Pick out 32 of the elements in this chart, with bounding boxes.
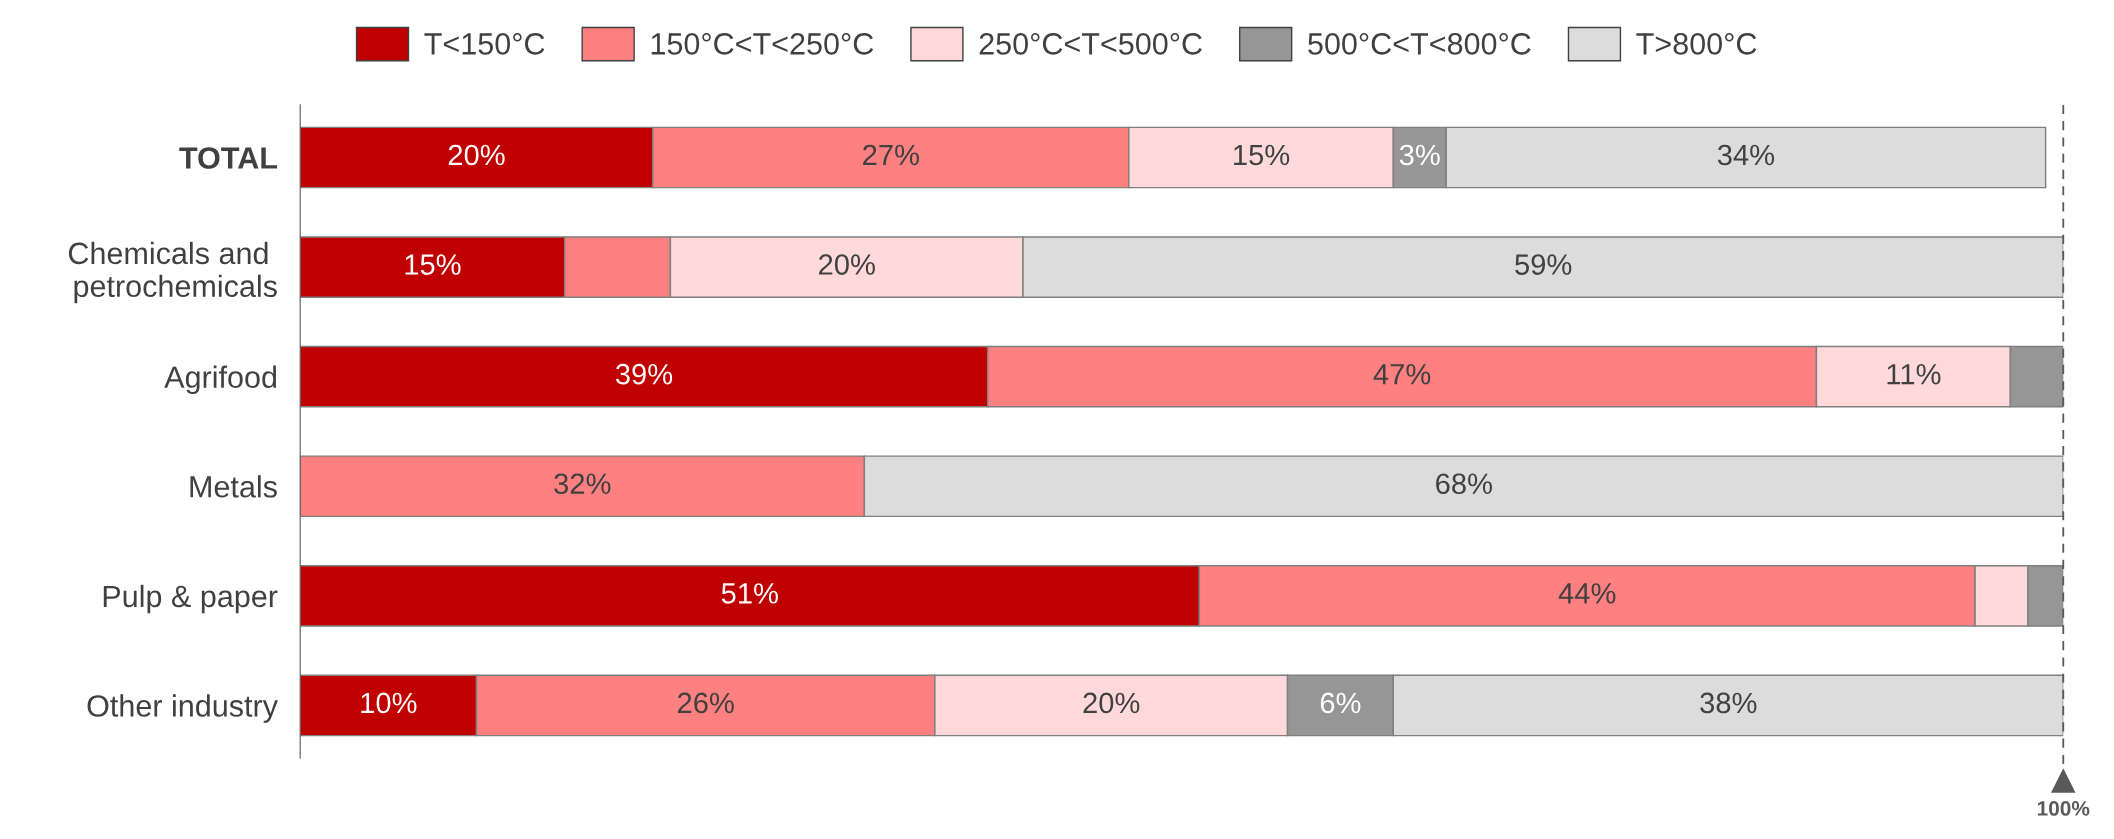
data-label: 32% [554, 473, 611, 495]
data-label: 38% [1700, 692, 1757, 714]
legend-label: 150°C<T<250°C [651, 33, 874, 55]
data-label: 11% [1887, 363, 1941, 385]
legend-label: 500°C<T<800°C [1308, 33, 1531, 55]
data-label: 27% [863, 144, 919, 166]
data-label: 10% [361, 692, 417, 714]
data-label: 3% [1399, 144, 1440, 166]
data-label: 51% [721, 583, 778, 604]
data-label: 34% [1717, 144, 1775, 166]
data-label: 59% [1515, 254, 1572, 275]
legend-label: T<150°C [424, 33, 545, 55]
data-label: 44% [1558, 583, 1616, 604]
data-label: 6% [1320, 692, 1361, 714]
legend-label: T>800°C [1636, 33, 1757, 55]
data-label: 47% [1373, 363, 1431, 385]
data-label: 15% [405, 254, 461, 275]
y-tick-label: Other industry [87, 694, 278, 723]
y-tick-label: Chemicals and petrochemicals [68, 241, 277, 304]
data-label: 26% [677, 692, 734, 714]
y-tick-label: Pulp & paper [103, 584, 278, 614]
y-tick-label: Metals [190, 475, 277, 498]
data-label: 15% [1234, 144, 1290, 166]
y-tick-label: TOTAL [179, 147, 278, 169]
y-tick-label: Agrifood [164, 365, 276, 395]
data-label: 39% [615, 363, 673, 385]
data-label: 20% [1083, 692, 1140, 714]
ref-line-label: 100% [2037, 801, 2090, 816]
legend-label: 250°C<T<500°C [979, 33, 1202, 55]
data-label: 20% [448, 144, 505, 166]
data-label: 20% [819, 254, 875, 275]
data-label: 68% [1436, 473, 1492, 495]
